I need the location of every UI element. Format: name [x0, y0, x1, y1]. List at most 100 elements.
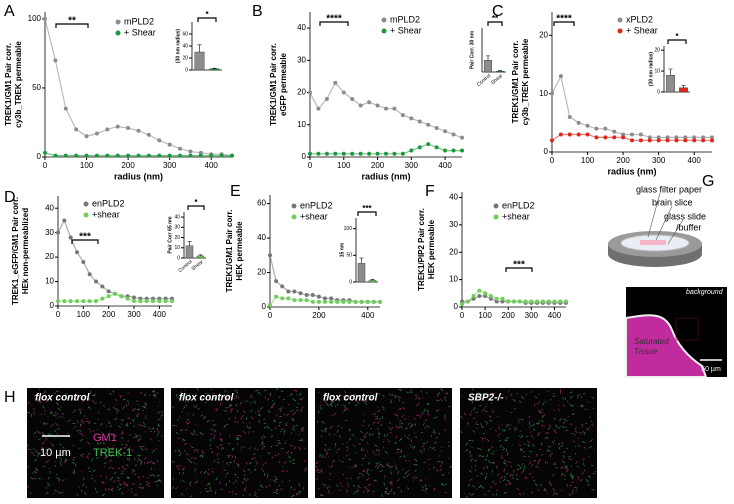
data-point — [460, 135, 464, 140]
y-tick-label: 100 — [344, 226, 353, 232]
y-tick-label: 20 — [539, 30, 548, 39]
data-point — [43, 150, 47, 155]
data-point — [167, 142, 172, 147]
diagram-label: glass filter paper — [636, 184, 702, 194]
data-point — [62, 218, 67, 223]
y-tick-label: 0 — [657, 89, 660, 95]
data-point — [151, 299, 155, 304]
y-tick-label: 60 — [182, 31, 188, 37]
image-label: Tissue — [634, 347, 658, 356]
data-point — [494, 299, 499, 304]
y-axis-label: HEK permeable — [235, 221, 244, 281]
data-point — [367, 151, 372, 156]
x-tick-label: 100 — [478, 311, 492, 320]
data-point — [638, 138, 643, 143]
significance-label: *** — [513, 260, 525, 271]
data-point — [603, 126, 608, 131]
data-point — [451, 148, 456, 153]
data-point — [400, 151, 405, 156]
data-point — [630, 138, 634, 143]
significance-label: *** — [79, 232, 91, 243]
y-tick-label: 20 — [654, 48, 660, 54]
y-tick-label: 10 — [45, 277, 54, 286]
error-bar — [668, 68, 673, 76]
series-line — [57, 218, 172, 300]
data-point — [488, 296, 493, 301]
data-point — [280, 284, 285, 289]
significance-bracket — [319, 21, 349, 26]
scale-bar-label: 50 µm — [701, 366, 721, 373]
y-axis-label: TREK1/GM1 Pair corr. — [269, 43, 278, 126]
y-axis-label: (30 nm radius) — [648, 52, 654, 87]
data-point — [674, 138, 679, 143]
data-point — [517, 299, 522, 304]
significance-bracket — [357, 211, 377, 216]
data-point — [106, 294, 111, 299]
data-point — [308, 151, 312, 156]
micrograph-title: SBP2-/- — [468, 393, 504, 404]
significance-label: * — [205, 10, 209, 19]
category-label: Control — [476, 73, 492, 88]
panel-label: C — [492, 3, 504, 20]
y-tick-label: 20 — [45, 252, 54, 261]
y-axis-label: HEK permeable — [427, 219, 436, 279]
y-tick-label: 40 — [45, 203, 54, 212]
legend-label: mPLD2 — [390, 14, 420, 24]
error-bar — [197, 44, 202, 52]
legend-marker — [83, 212, 89, 218]
significance-label: * — [675, 32, 679, 41]
data-point — [324, 151, 329, 156]
data-point — [612, 135, 617, 140]
y-tick-label: 20 — [257, 268, 266, 277]
data-point — [500, 299, 505, 304]
data-point — [136, 128, 141, 133]
data-point — [188, 149, 193, 154]
data-point — [146, 153, 151, 158]
image-label: Saturated — [634, 337, 669, 346]
series-line — [551, 74, 712, 138]
x-tick-label: 300 — [405, 161, 419, 170]
data-point — [567, 115, 572, 119]
micrograph-title: flox control — [323, 393, 378, 404]
bar — [209, 68, 220, 71]
y-tick-label: 0 — [50, 301, 55, 310]
data-point — [367, 100, 372, 105]
data-point — [329, 299, 334, 304]
legend-label: +shear — [502, 211, 530, 221]
data-point — [477, 294, 482, 299]
data-point — [333, 80, 338, 85]
significance-label: * — [194, 198, 198, 207]
x-tick-label: 200 — [371, 161, 385, 170]
data-point — [323, 299, 327, 304]
leader-line — [655, 205, 673, 241]
legend-marker — [493, 214, 499, 220]
legend-label: + Shear — [124, 27, 156, 37]
legend-marker — [291, 214, 297, 220]
data-point — [132, 295, 136, 300]
channel-label: GM1 — [93, 432, 117, 444]
y-axis-label: TREK1/PIP2 Pair corr. — [417, 208, 426, 291]
bar — [679, 87, 688, 93]
y-tick-label: 10 — [297, 120, 306, 129]
significance-bracket — [187, 205, 205, 210]
tissue-image — [625, 287, 727, 378]
legend-marker — [291, 203, 297, 209]
data-point — [426, 142, 431, 147]
data-point — [178, 146, 183, 151]
y-tick-label: 10 — [449, 275, 458, 284]
data-point — [292, 298, 297, 303]
data-point — [100, 284, 105, 289]
leader-line — [647, 192, 661, 238]
significance-bracket — [487, 21, 503, 26]
data-point — [268, 253, 272, 258]
data-point — [274, 294, 279, 299]
data-point — [209, 153, 214, 158]
y-tick-label: 50 — [32, 83, 41, 92]
data-point — [665, 138, 670, 143]
error-bar — [359, 257, 364, 264]
data-point — [68, 235, 73, 240]
significance-label: *** — [362, 204, 372, 213]
error-bar — [370, 279, 375, 281]
diagram-label: /buffer — [676, 222, 701, 232]
data-point — [443, 129, 448, 134]
